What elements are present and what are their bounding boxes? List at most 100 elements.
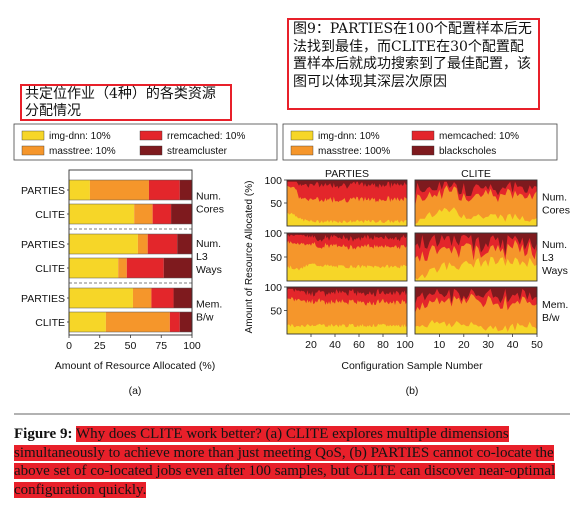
bar-segment-img — [69, 234, 138, 254]
bar-segment-mass — [89, 180, 149, 200]
bar-segment-img — [69, 288, 133, 308]
legend-a-label: rremcached: 10% — [167, 131, 245, 142]
bar-segment-mem — [148, 180, 180, 200]
bar-segment-bg — [177, 234, 192, 254]
y-axis-label: Amount of Resource Allocated (%) — [244, 181, 255, 334]
bar-segment-mass — [105, 312, 170, 332]
legend-a-swatch — [21, 130, 45, 141]
x-tick-label: 20 — [458, 339, 470, 351]
area-img — [287, 323, 407, 334]
row-label: Num. — [542, 239, 567, 251]
area-img — [287, 263, 407, 281]
group-label: Mem. — [196, 299, 222, 311]
legend-a-swatch — [21, 145, 45, 156]
legend-b-label: blackscholes — [439, 146, 496, 157]
area-img — [415, 207, 537, 226]
y-tick-label: 100 — [264, 282, 282, 294]
subplot-frame — [414, 179, 538, 227]
x-tick-label: 10 — [434, 339, 446, 351]
row-label: Mem. — [542, 299, 568, 311]
row-label: Cores — [542, 205, 570, 217]
legend-b-swatch — [290, 130, 314, 141]
subplot-clite-1 — [414, 179, 538, 227]
x-tick-label: 100 — [183, 340, 201, 352]
legend-a: img-dnn: 10% rremcached: 10% masstree: 10%… — [13, 123, 278, 161]
bar-label: CLITE — [35, 317, 65, 329]
caption-text: Why does CLITE work better? (a) CLITE ex… — [14, 426, 556, 498]
annotation-right: 图9：PARTIES在100个配置样本后无法找到最佳，而CLITE在30个配置配… — [287, 18, 540, 110]
y-tick-label: 100 — [264, 175, 282, 187]
area-mass — [415, 293, 537, 334]
bar-segment-bg — [179, 180, 192, 200]
bar-label: CLITE — [35, 263, 65, 275]
row-label: Ways — [542, 265, 568, 277]
group-label: L3 — [196, 251, 208, 263]
bar-segment-mass — [118, 258, 127, 278]
x-tick-label: 50 — [125, 340, 137, 352]
bar-segment-bg — [173, 288, 192, 308]
bar-label: PARTIES — [21, 293, 65, 305]
legend-a-swatch — [139, 130, 163, 141]
legend-a-swatch — [139, 145, 163, 156]
group-label: Cores — [196, 204, 224, 216]
bar-segment-img — [69, 180, 90, 200]
x-tick-label: 50 — [531, 339, 543, 351]
bar-segment-mem — [126, 258, 164, 278]
subplot-frame — [414, 232, 538, 282]
bar-segment-mass — [132, 288, 152, 308]
bar-segment-img — [69, 258, 119, 278]
x-tick-label: 60 — [353, 339, 365, 351]
subplot-parties-1 — [286, 179, 408, 227]
area-mass — [287, 296, 407, 334]
y-tick-label: 100 — [264, 228, 282, 240]
x-tick-label: 0 — [66, 340, 72, 352]
legend-a-label: streamcluster — [167, 146, 228, 157]
bar-segment-mass — [134, 204, 153, 224]
row-label: B/w — [542, 312, 560, 324]
area-img — [415, 256, 537, 281]
x-tick-label: 25 — [94, 340, 106, 352]
group-label: Ways — [196, 264, 222, 276]
area-img — [415, 319, 537, 334]
bar-segment-mass — [137, 234, 148, 254]
panel-label: (a) — [129, 385, 142, 397]
legend-b-swatch — [411, 145, 435, 156]
bar-segment-bg — [163, 258, 192, 278]
annotation-left: 共定位作业（4种）的各类资源分配情况 — [20, 84, 232, 121]
legend-b-swatch — [290, 145, 314, 156]
bar-segment-mem — [152, 204, 172, 224]
x-tick-label: 100 — [396, 339, 414, 351]
x-tick-label: 30 — [482, 339, 494, 351]
subplot-parties-2 — [286, 232, 408, 282]
area-img — [287, 212, 407, 226]
group-label: Num. — [196, 191, 221, 203]
column-title: PARTIES — [325, 168, 369, 180]
bar-label: PARTIES — [21, 239, 65, 251]
legend-b-label: masstree: 100% — [318, 146, 390, 157]
subplot-frame — [414, 286, 538, 335]
legend-b-label: img-dnn: 10% — [318, 131, 380, 142]
bar-segment-img — [69, 312, 106, 332]
x-axis-label: Amount of Resource Allocated (%) — [55, 360, 216, 372]
bar-label: CLITE — [35, 209, 65, 221]
column-title: CLITE — [461, 168, 491, 180]
subplot-clite-2 — [414, 232, 538, 282]
x-tick-label: 40 — [507, 339, 519, 351]
legend-b: img-dnn: 10% memcached: 10% masstree: 100%… — [282, 123, 558, 161]
figure-caption: Figure 9: Why does CLITE work better? (a… — [14, 425, 570, 499]
panel-b: img-dnn: 10% memcached: 10% masstree: 100%… — [244, 123, 570, 397]
panel-label: (b) — [406, 385, 419, 397]
x-tick-label: 40 — [329, 339, 341, 351]
bar-segment-bg — [171, 204, 192, 224]
x-tick-label: 20 — [305, 339, 317, 351]
x-tick-label: 80 — [377, 339, 389, 351]
caption-label: Figure 9: — [14, 426, 73, 442]
legend-b-label: memcached: 10% — [439, 131, 519, 142]
bar-segment-bg — [179, 312, 192, 332]
bar-label: PARTIES — [21, 185, 65, 197]
bar-segment-img — [69, 204, 135, 224]
legend-a-label: masstree: 10% — [49, 146, 116, 157]
bar-segment-mem — [151, 288, 174, 308]
bar-segment-mem — [169, 312, 180, 332]
